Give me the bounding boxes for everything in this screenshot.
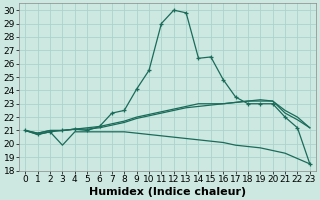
- X-axis label: Humidex (Indice chaleur): Humidex (Indice chaleur): [89, 187, 246, 197]
